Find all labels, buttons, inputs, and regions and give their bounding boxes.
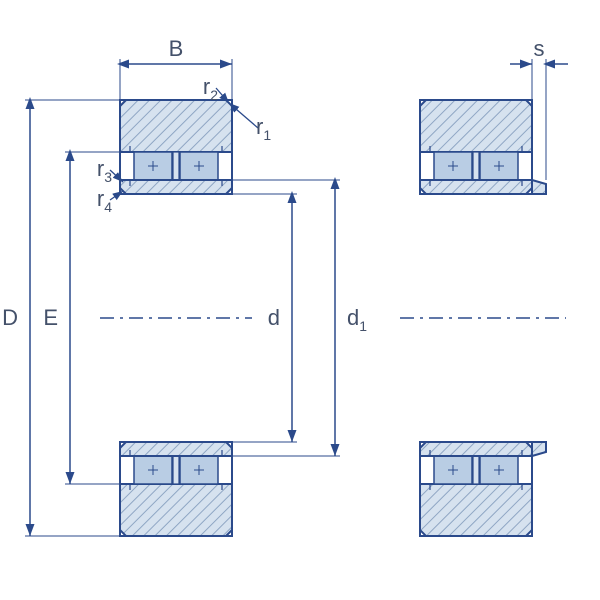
dim-B-label: B bbox=[169, 36, 184, 61]
inner-ring bbox=[120, 180, 232, 194]
outer-ring bbox=[120, 484, 232, 536]
diagram-group bbox=[25, 59, 568, 536]
inner-ring bbox=[420, 180, 532, 194]
bearing-diagram: DEd d1 Bs r1 r2 r3r4 bbox=[0, 0, 600, 600]
inner-ring bbox=[120, 442, 232, 456]
label-r2: r2 bbox=[203, 74, 218, 103]
cage bbox=[473, 456, 479, 484]
outer-ring bbox=[120, 100, 232, 152]
dim-d1-label: d1 bbox=[347, 305, 367, 334]
label-r1: r1 bbox=[256, 114, 271, 143]
label-r1-leader bbox=[229, 103, 258, 128]
outer-ring bbox=[420, 100, 532, 152]
taper-step bbox=[532, 180, 546, 194]
dim-d-label: d bbox=[268, 305, 280, 330]
cage bbox=[173, 152, 179, 180]
inner-ring bbox=[420, 442, 532, 456]
dim-E-label: E bbox=[43, 305, 58, 330]
label-r3: r3 bbox=[97, 156, 112, 185]
cage bbox=[173, 456, 179, 484]
dim-D-label: D bbox=[2, 305, 18, 330]
dim-s-label: s bbox=[534, 36, 545, 61]
label-r4: r4 bbox=[97, 186, 112, 215]
outer-ring bbox=[420, 484, 532, 536]
cage bbox=[473, 152, 479, 180]
